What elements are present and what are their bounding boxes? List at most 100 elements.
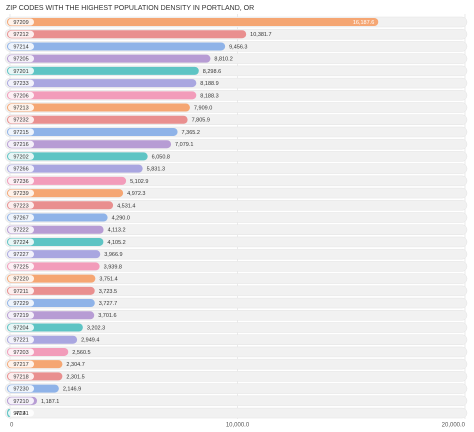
row-background [4,273,468,284]
value-label: 6,050.8 [152,154,170,160]
value-label: 8,188.9 [200,81,218,87]
category-label: 97233 [13,81,28,87]
label-pill [8,201,34,209]
category-label: 97202 [13,154,28,160]
category-label: 97232 [13,118,28,124]
bar [7,140,172,149]
label-pill [8,189,34,197]
category-label: 97219 [13,313,28,319]
x-tick-label: 20,000.0 [442,423,466,429]
category-label: 97218 [13,374,28,380]
row-background [4,371,468,382]
value-label: 16,187.6 [353,20,374,26]
value-label: 2,301.5 [66,374,84,380]
category-label: 97210 [13,399,28,405]
x-tick-label: 10,000.0 [226,423,250,429]
label-pill [8,397,34,405]
bar [7,164,143,173]
row-background [4,407,468,419]
value-label: 7,079.1 [175,142,193,148]
label-pill [8,18,34,26]
category-label: 97231 [13,411,28,417]
category-label: 97204 [13,325,28,331]
value-label: 9,456.3 [229,44,247,50]
category-label: 97229 [13,301,28,307]
value-label: 5,831.3 [147,167,165,173]
label-pill [8,55,34,63]
label-pill [8,165,34,173]
value-label: 2,560.5 [72,350,90,356]
label-pill [8,30,34,38]
label-pill [8,79,34,87]
label-pill [8,214,34,222]
label-pill [8,238,34,246]
label-pill [8,250,34,258]
label-pill [8,275,34,283]
value-label: 3,751.4 [99,277,117,283]
bar [7,54,211,63]
row-background [4,346,468,358]
bar [7,18,379,26]
category-label: 97209 [13,20,28,26]
bar [7,79,197,88]
category-label: 97227 [13,252,28,258]
value-label: 3,966.9 [104,252,122,258]
label-pill [8,287,34,295]
label-pill [8,152,34,160]
bar [7,91,197,100]
row-background [4,395,468,407]
bar [7,115,188,124]
row-background [4,297,468,309]
label-pill [8,128,34,136]
row-background [4,212,468,223]
category-label: 97212 [13,32,28,38]
row-background [4,322,468,333]
category-label: 97266 [13,167,28,173]
label-pill [8,299,34,307]
label-pill [8,360,34,368]
label-pill [8,140,34,148]
category-label: 97223 [13,203,28,209]
row-background [4,383,468,394]
value-label: 4,113.2 [108,228,126,234]
category-label: 97215 [13,130,28,136]
x-tick-label: 0 [10,423,14,429]
value-label: 8,810.2 [214,57,232,63]
label-pill [8,42,34,50]
bar [7,152,148,161]
category-label: 97225 [13,264,28,270]
value-label: 3,939.8 [104,264,122,270]
category-label: 97267 [13,215,28,221]
category-label: 97217 [13,362,28,368]
label-pill [8,67,34,75]
row-background [4,334,468,345]
label-pill [8,409,34,417]
category-label: 97239 [13,191,28,197]
bar [7,103,190,112]
category-label: 97222 [13,228,28,234]
category-label: 97224 [13,240,28,246]
category-label: 97213 [13,105,28,111]
value-label: 7,805.9 [192,118,210,124]
row-background [4,248,468,260]
value-label: 8,188.3 [200,93,218,99]
value-label: 5,102.9 [130,179,148,185]
value-label: 1,187.1 [41,399,59,405]
bar [7,42,226,51]
value-label: 2,304.7 [66,362,84,368]
category-label: 97236 [13,179,28,185]
row-background [4,200,468,211]
bar [7,176,127,185]
label-pill [8,324,34,331]
bar [7,66,199,75]
value-label: 10,381.7 [250,32,271,38]
category-label: 97216 [13,142,28,148]
category-label: 97220 [13,277,28,283]
value-label: 2,146.9 [63,387,81,393]
category-label: 97214 [13,44,28,50]
value-label: 47.4 [15,411,26,417]
category-label: 97201 [13,69,28,75]
value-label: 3,723.5 [99,289,117,295]
value-label: 4,105.2 [107,240,125,246]
